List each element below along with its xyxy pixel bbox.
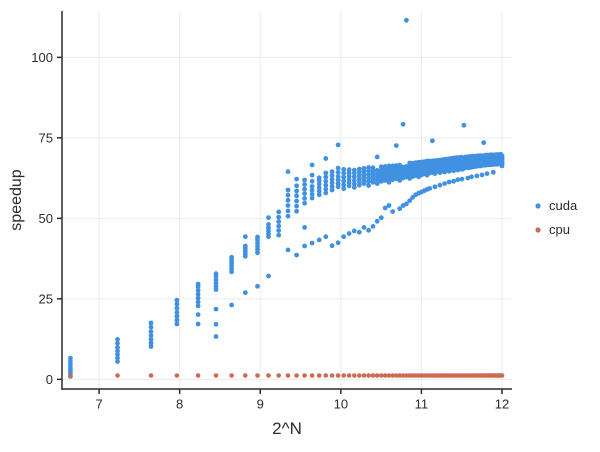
y-tick-label: 50: [39, 211, 53, 226]
legend-item-cpu: cpu: [534, 223, 577, 236]
x-tick-label: 11: [415, 397, 429, 412]
x-tick-label: 12: [495, 397, 509, 412]
data-points: [68, 17, 505, 379]
y-tick-label: 100: [31, 50, 53, 65]
x-tick-label: 9: [257, 397, 264, 412]
tick-labels: 7 8 9 10 11 12 0 25 50 75 100: [31, 50, 509, 412]
cpu-points: [68, 373, 505, 378]
y-axis-label: speedup: [8, 169, 25, 231]
cpu-marker-icon: [535, 226, 541, 233]
legend-label-cpu: cpu: [549, 222, 570, 237]
y-tick-label: 0: [46, 372, 53, 387]
legend-item-cuda: cuda: [534, 199, 577, 212]
legend-label-cuda: cuda: [549, 198, 578, 213]
x-tick-label: 7: [95, 397, 102, 412]
gridlines: [62, 11, 512, 389]
y-tick-label: 75: [39, 130, 53, 145]
axes-and-ticks: [57, 11, 512, 394]
cuda-marker-icon: [535, 202, 541, 209]
y-tick-label: 25: [39, 291, 53, 306]
x-axis-label: 2^N: [272, 419, 302, 438]
x-tick-label: 10: [334, 397, 348, 412]
x-tick-label: 8: [176, 397, 183, 412]
legend: cuda cpu: [534, 199, 577, 236]
cuda-points: [68, 17, 505, 379]
